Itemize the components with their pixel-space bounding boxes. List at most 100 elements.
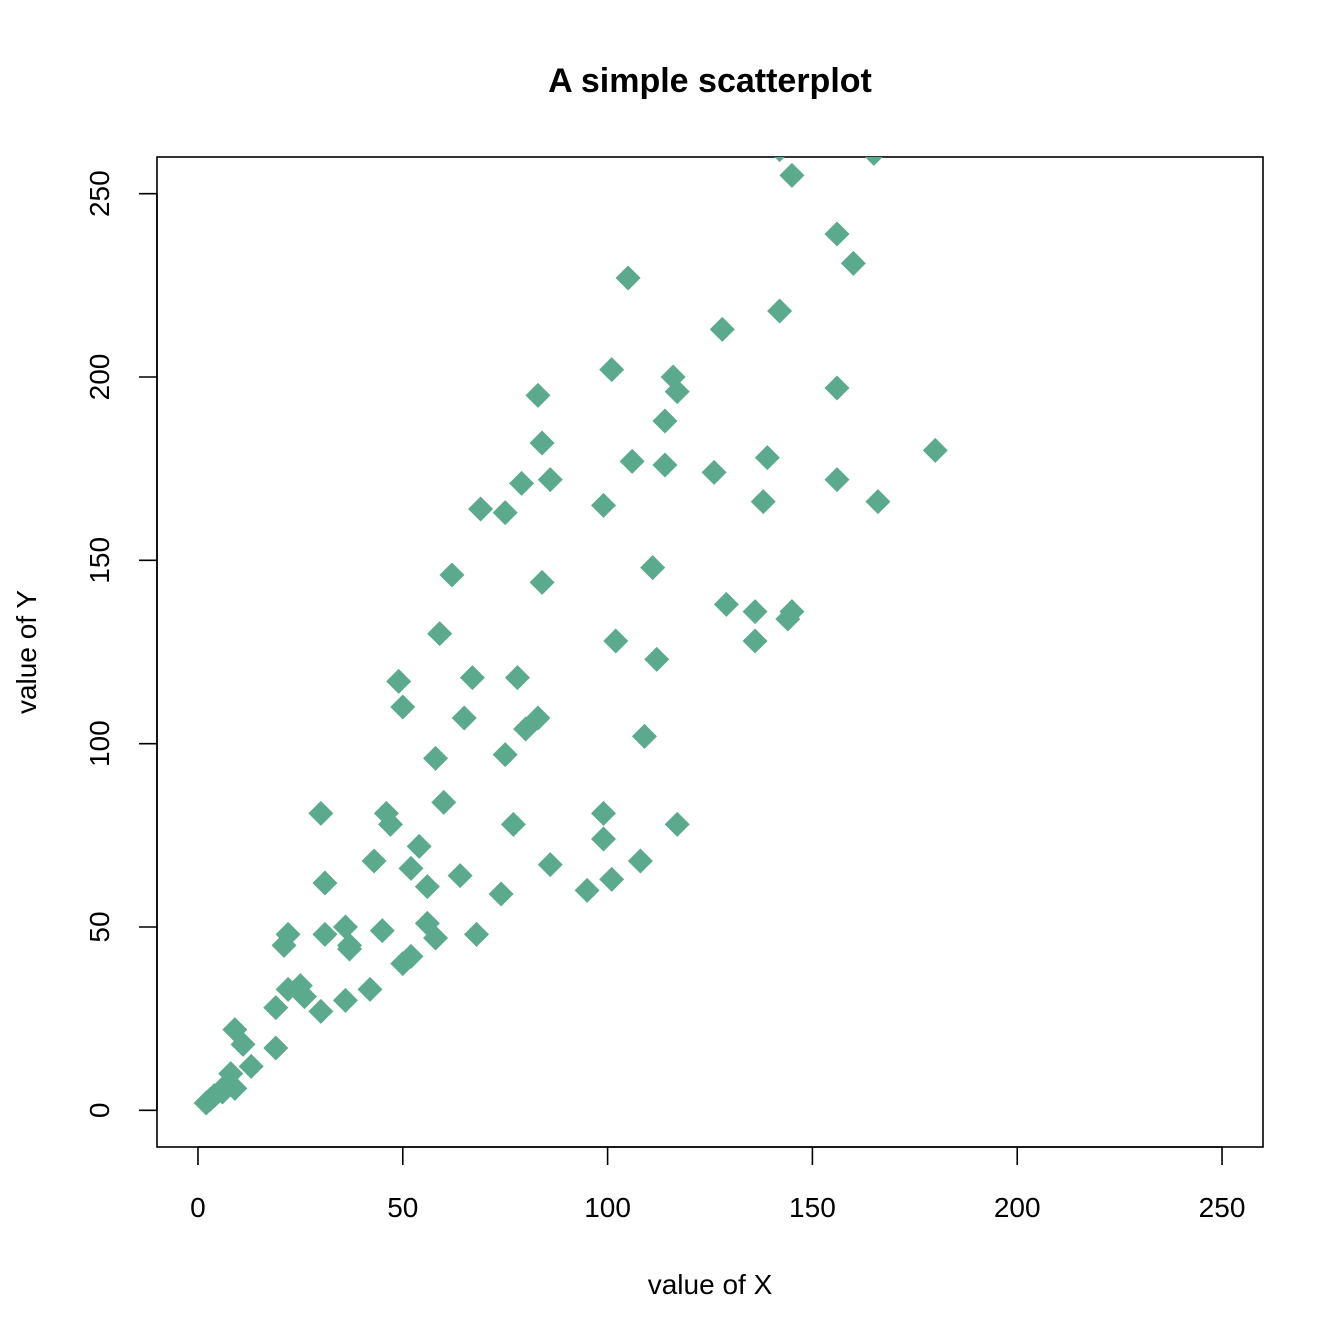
scatter-point xyxy=(308,998,334,1024)
y-axis: 0 50 100 150 200 250 xyxy=(84,170,158,1119)
scatter-point xyxy=(529,569,555,595)
scatter-point xyxy=(599,357,625,383)
scatter-point xyxy=(447,863,473,889)
data-points xyxy=(193,157,948,1116)
scatter-point xyxy=(779,599,805,625)
scatter-point xyxy=(291,984,317,1010)
scatter-point xyxy=(386,668,412,694)
scatter-point xyxy=(664,379,690,405)
scatter-point xyxy=(361,848,387,874)
y-tick-label: 100 xyxy=(84,720,115,767)
scatter-point xyxy=(390,694,416,720)
scatter-point xyxy=(644,646,670,672)
scatter-point xyxy=(652,452,678,478)
scatter-point xyxy=(713,591,739,617)
scatter-point xyxy=(824,221,850,247)
scatter-point xyxy=(627,848,653,874)
scatter-point xyxy=(509,470,535,496)
y-tick-label: 0 xyxy=(84,1103,115,1119)
x-tick-label: 150 xyxy=(789,1192,836,1223)
scatter-point xyxy=(774,157,785,163)
scatter-point xyxy=(840,250,866,276)
scatter-point xyxy=(709,316,735,342)
scatter-point xyxy=(369,918,395,944)
scatter-point xyxy=(431,789,457,815)
y-tick-label: 50 xyxy=(84,911,115,942)
scatter-point xyxy=(230,1031,256,1057)
x-tick-label: 200 xyxy=(994,1192,1041,1223)
y-tick-label: 200 xyxy=(84,354,115,401)
y-axis-label: value of Y xyxy=(11,590,42,714)
scatter-point xyxy=(377,811,403,837)
scatter-point xyxy=(525,705,551,731)
y-tick-label: 150 xyxy=(84,537,115,584)
scatter-point xyxy=(427,621,453,647)
plot-frame xyxy=(156,156,1264,1148)
scatter-point xyxy=(312,921,338,947)
scatter-point xyxy=(398,943,424,969)
scatter-point xyxy=(238,1053,264,1079)
scatter-point xyxy=(468,496,494,522)
scatter-point xyxy=(865,489,891,515)
x-axis-label: value of X xyxy=(648,1269,773,1300)
scatter-point xyxy=(439,562,465,588)
x-tick-label: 50 xyxy=(387,1192,418,1223)
scatter-point xyxy=(615,265,641,291)
scatter-point xyxy=(398,855,424,881)
scatter-point xyxy=(308,800,334,826)
x-tick-label: 250 xyxy=(1199,1192,1246,1223)
chart-title: A simple scatterplot xyxy=(548,62,872,100)
scatter-point xyxy=(742,599,768,625)
scatter-point xyxy=(504,665,530,691)
scatter-point xyxy=(459,665,485,691)
x-tick-label: 100 xyxy=(584,1192,631,1223)
scatter-point xyxy=(423,925,449,951)
scatter-point xyxy=(312,870,338,896)
scatter-point xyxy=(537,852,563,878)
scatter-point xyxy=(529,430,555,456)
scatter-point xyxy=(263,1035,289,1061)
scatter-point xyxy=(222,1075,248,1101)
scatter-point xyxy=(464,921,490,947)
scatter-point xyxy=(275,921,301,947)
scatter-point xyxy=(590,800,616,826)
scatter-point xyxy=(640,555,666,581)
scatter-point xyxy=(631,723,657,749)
scatter-point xyxy=(451,705,477,731)
scatter-point xyxy=(337,936,363,962)
scatter-point xyxy=(357,976,383,1002)
scatter-point xyxy=(754,445,780,471)
scatter-point xyxy=(332,987,358,1013)
scatter-point xyxy=(619,448,645,474)
scatter-point xyxy=(488,881,514,907)
scatter-point xyxy=(922,437,948,463)
y-tick-label: 250 xyxy=(84,170,115,217)
scatter-point xyxy=(767,298,793,324)
scatter-point xyxy=(599,866,625,892)
scatter-point xyxy=(701,459,727,485)
scatter-point xyxy=(406,833,432,859)
scatter-point xyxy=(750,489,776,515)
scatter-point xyxy=(865,157,883,166)
scatter-point xyxy=(652,408,678,434)
scatter-point xyxy=(537,467,563,493)
x-axis: 0 50 100 150 200 250 xyxy=(190,1146,1246,1223)
scatter-point xyxy=(525,382,551,408)
scatter-point xyxy=(664,811,690,837)
scatter-point xyxy=(742,628,768,654)
scatter-point xyxy=(590,492,616,518)
scatter-point xyxy=(824,467,850,493)
scatter-point xyxy=(414,874,440,900)
scatter-point xyxy=(824,375,850,401)
scatter-point xyxy=(423,745,449,771)
scatter-point xyxy=(492,742,518,768)
scatter-point xyxy=(500,811,526,837)
scatter-point xyxy=(332,914,358,940)
scatter-point xyxy=(263,995,289,1021)
scatter-point xyxy=(779,162,805,188)
scatter-point xyxy=(492,500,518,526)
scatter-point xyxy=(603,628,629,654)
scatter-point xyxy=(574,877,600,903)
x-tick-label: 0 xyxy=(190,1192,206,1223)
